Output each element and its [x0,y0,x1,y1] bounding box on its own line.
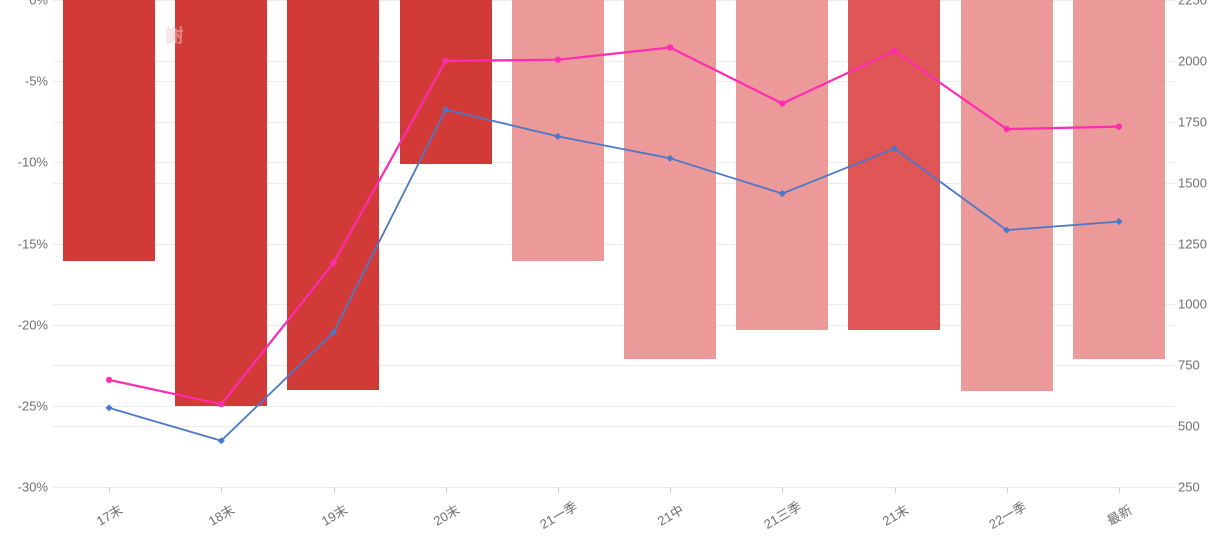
y-right-tick-label: 1000 [1178,297,1207,312]
x-tick-label: 17末 [92,499,125,529]
x-tick [109,487,110,493]
y-right-tick-label: 1500 [1178,175,1207,190]
x-tick [334,487,335,493]
y-left-tick-label: 0% [29,0,48,8]
x-tick-label: 18末 [205,499,238,529]
x-tick [670,487,671,493]
series-blue-marker [442,106,449,113]
series-pink-marker [667,44,673,50]
series-pink-marker [555,57,561,63]
x-tick-label: 22一季 [984,496,1029,533]
x-tick [782,487,783,493]
y-right-tick-label: 2000 [1178,53,1207,68]
series-pink-marker [106,377,112,383]
x-tick-label: 最新 [1103,500,1135,529]
series-pink-marker [779,100,785,106]
series-pink-marker [443,58,449,64]
x-tick-label: 21中 [653,499,686,529]
x-tick [221,487,222,493]
x-tick [1007,487,1008,493]
x-tick-label: 19末 [317,499,350,529]
y-left-tick-label: -5% [25,74,48,89]
series-pink-marker [1004,126,1010,132]
dual-axis-bar-line-chart: 謝 0% -5% -10% -15% -20% -25% -30% 2250 2000 1750… [0,0,1226,546]
plot-area: 謝 [53,0,1175,487]
y-left-tick-label: -25% [18,398,48,413]
series-blue-marker [554,133,561,140]
series-pink-marker [218,401,224,407]
y-right-tick-label: 500 [1178,419,1200,434]
y-right-tick-label: 1250 [1178,236,1207,251]
series-blue-marker [1115,218,1122,225]
x-tick-label: 21三季 [760,496,805,533]
y-right-tick-label: 1750 [1178,114,1207,129]
series-pink-marker [330,260,336,266]
y-right-tick-label: 750 [1178,358,1200,373]
series-pink-line [109,48,1119,405]
y-left-tick-label: -30% [18,480,48,495]
series-blue-marker [779,190,786,197]
y-right-tick-label: 2250 [1178,0,1207,8]
y-right-tick-label: 250 [1178,480,1200,495]
x-tick-label: 21一季 [536,496,581,533]
x-tick [558,487,559,493]
x-tick [446,487,447,493]
series-pink-marker [1116,123,1122,129]
series-blue-marker [667,155,674,162]
x-tick [895,487,896,493]
y-left-tick-label: -15% [18,236,48,251]
x-tick [1119,487,1120,493]
x-tick-label: 21末 [878,499,911,529]
y-left-tick-label: -10% [18,155,48,170]
y-left-tick-label: -20% [18,317,48,332]
series-blue-marker [106,404,113,411]
lines-layer [53,0,1175,487]
x-tick-label: 20末 [429,499,462,529]
series-blue-line [109,110,1119,441]
series-pink-marker [891,48,897,54]
